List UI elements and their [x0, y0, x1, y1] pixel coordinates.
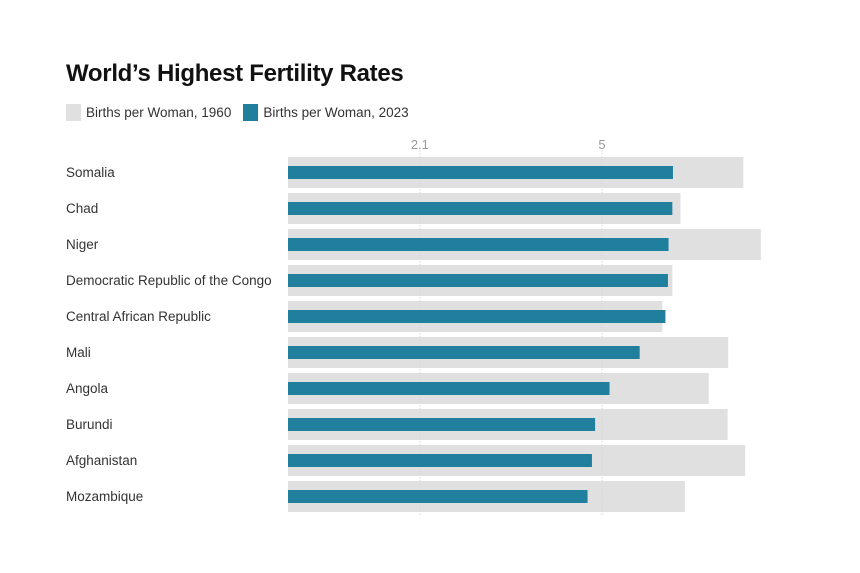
bar-2023-mali	[288, 346, 640, 359]
legend-item-1960: Births per Woman, 1960	[66, 104, 231, 121]
category-labels-group: Somalia Chad Niger Democratic Republic of t…	[66, 165, 272, 504]
bar-2023-chad	[288, 202, 673, 215]
bar-2023-somalia	[288, 166, 673, 179]
bar-2023-democratic-republic-of-the-congo	[288, 274, 668, 287]
category-label-angola: Angola	[66, 381, 109, 396]
bar-2023-burundi	[288, 418, 596, 431]
category-label-afghanistan: Afghanistan	[66, 453, 137, 468]
tick-label-5: 5	[598, 137, 605, 152]
category-label-mali: Mali	[66, 345, 91, 360]
category-label-niger: Niger	[66, 237, 99, 252]
category-label-central-african-republic: Central African Republic	[66, 309, 211, 324]
category-label-mozambique: Mozambique	[66, 489, 143, 504]
tick-label-2-1: 2.1	[411, 137, 429, 152]
legend-label-1960: Births per Woman, 1960	[86, 105, 232, 120]
bar-2023-mozambique	[288, 490, 588, 503]
category-label-chad: Chad	[66, 201, 98, 216]
tick-labels-group: 2.1 5	[411, 137, 606, 152]
bar-2023-central-african-republic	[288, 310, 666, 323]
bar-2023-angola	[288, 382, 610, 395]
bars-2023-group	[288, 166, 673, 503]
chart-title: World’s Highest Fertility Rates	[66, 60, 404, 87]
legend-swatch-1960	[66, 104, 81, 121]
category-label-democratic-republic-of-the-congo: Democratic Republic of the Congo	[66, 273, 272, 288]
legend: Births per Woman, 1960 Births per Woman,…	[66, 104, 421, 121]
category-label-burundi: Burundi	[66, 417, 113, 432]
bar-2023-afghanistan	[288, 454, 592, 467]
legend-swatch-2023	[243, 104, 259, 121]
legend-label-2023: Births per Woman, 2023	[263, 105, 409, 120]
category-label-somalia: Somalia	[66, 165, 115, 180]
bar-2023-niger	[288, 238, 669, 251]
legend-item-2023: Births per Woman, 2023	[243, 104, 409, 121]
